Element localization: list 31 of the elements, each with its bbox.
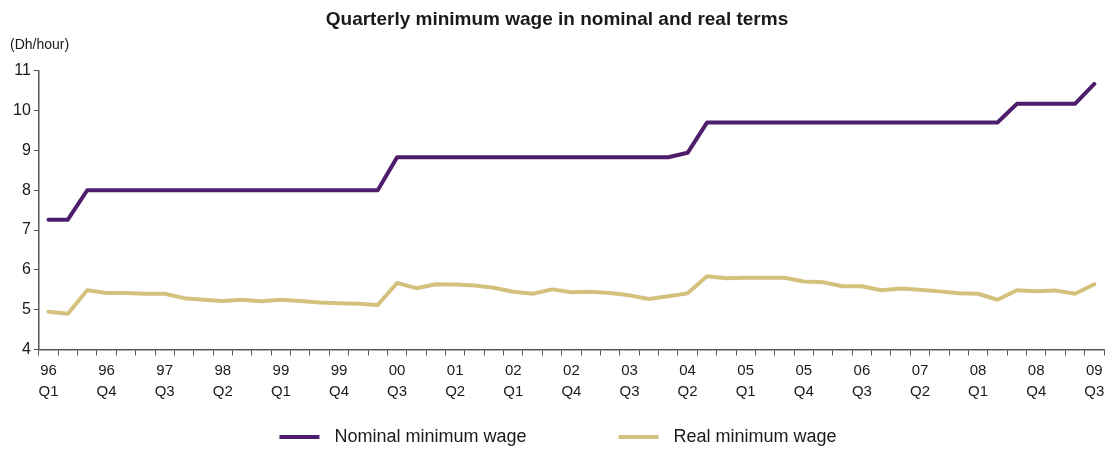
- y-tick-label: 10: [13, 101, 31, 119]
- legend-label: Real minimum wage: [673, 425, 837, 446]
- x-tick-label: 06 Q3: [851, 360, 872, 400]
- x-tick-label: 00 Q3: [387, 360, 408, 400]
- x-tick-label: 05 Q1: [735, 360, 756, 400]
- y-tick-label: 11: [14, 61, 31, 79]
- x-tick-label: 01 Q2: [445, 360, 466, 400]
- chart-title: Quarterly minimum wage in nominal and real terms: [325, 7, 789, 29]
- x-tick-label: 04 Q2: [677, 360, 698, 400]
- y-tick-label: 9: [21, 140, 31, 158]
- x-tick-label: 97 Q3: [154, 360, 175, 400]
- y-tick-label: 6: [21, 260, 31, 278]
- x-tick-label: 09 Q3: [1084, 360, 1105, 400]
- x-tick-label: 03 Q3: [619, 360, 640, 400]
- x-tick-label: 99 Q1: [270, 360, 291, 400]
- x-tick-label: 96 Q1: [38, 360, 59, 400]
- x-tick-label: 08 Q1: [968, 360, 989, 400]
- x-tick-label: 99 Q4: [328, 360, 349, 400]
- x-tick-label: 05 Q4: [793, 360, 814, 400]
- x-tick-label: 02 Q1: [503, 360, 524, 400]
- x-tick-label: 02 Q4: [561, 360, 582, 400]
- y-tick-label: 4: [21, 339, 31, 357]
- x-tick-label: 08 Q4: [1026, 360, 1047, 400]
- x-tick-label: 96 Q4: [96, 360, 117, 400]
- y-tick-label: 5: [21, 300, 31, 318]
- y-tick-label: 8: [21, 180, 31, 198]
- x-tick-label: 98 Q2: [212, 360, 233, 400]
- x-tick-label: 07 Q2: [910, 360, 931, 400]
- y-tick-label: 7: [21, 220, 31, 238]
- y-axis-title: (Dh/hour): [10, 35, 70, 52]
- legend-label: Nominal minimum wage: [334, 425, 527, 446]
